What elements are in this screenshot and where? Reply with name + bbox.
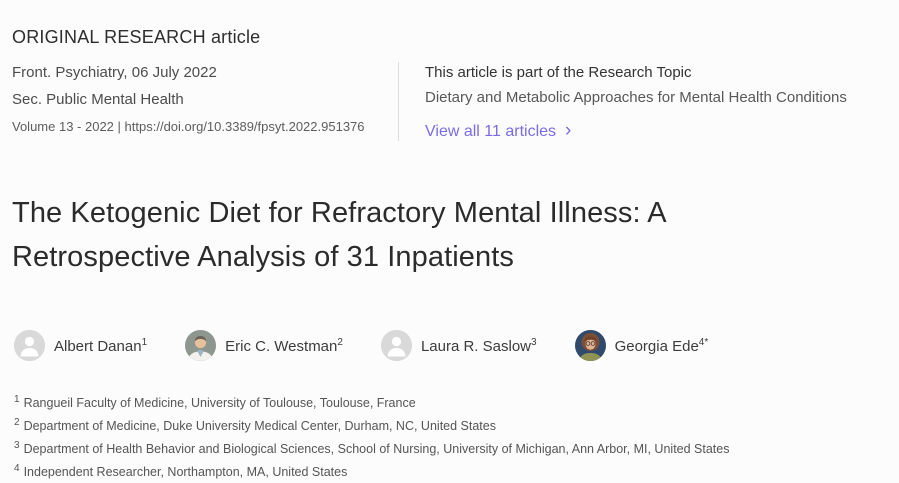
volume-text: Volume 13 - 2022 — [12, 119, 114, 134]
author-affil-sup: 1 — [141, 336, 148, 348]
author-eric-westman[interactable]: Eric C. Westman2 — [185, 330, 343, 361]
affiliation-number: 2 — [14, 417, 20, 429]
view-all-articles-link[interactable]: View all 11 articles › — [425, 120, 572, 141]
affiliation-item: 2 Department of Medicine, Duke University… — [14, 413, 879, 436]
author-laura-saslow[interactable]: Laura R. Saslow3 — [380, 330, 537, 361]
affiliation-text: Independent Researcher, Northampton, MA,… — [23, 465, 348, 480]
author-photo-avatar — [185, 330, 217, 361]
research-topic-intro: This article is part of the Research Top… — [425, 64, 692, 81]
person-icon — [14, 330, 45, 361]
journal-date-line: Front. Psychiatry, 06 July 2022 — [12, 64, 217, 81]
author-affil-sup: 2 — [337, 336, 343, 348]
affiliation-text: Department of Health Behavior and Biolog… — [23, 442, 730, 457]
affiliation-text: Rangueil Faculty of Medicine, University… — [23, 396, 416, 411]
affiliation-text: Department of Medicine, Duke University … — [23, 419, 496, 434]
author-albert-danan[interactable]: Albert Danan1 — [14, 330, 147, 361]
author-name: Georgia Ede4* — [614, 336, 709, 355]
header-meta: Front. Psychiatry, 06 July 2022 Sec. Pub… — [12, 62, 879, 141]
avatar-placeholder-icon — [14, 330, 45, 361]
journal-meta-column: Front. Psychiatry, 06 July 2022 Sec. Pub… — [12, 62, 398, 141]
affiliation-item: 3 Department of Health Behavior and Biolo… — [14, 436, 879, 459]
article-type-label: ORIGINAL RESEARCH article — [12, 27, 261, 47]
author-affil-sup: 4* — [698, 336, 709, 348]
author-photo-avatar — [574, 330, 606, 361]
affiliation-item: 4 Independent Researcher, Northampton, MA… — [14, 459, 879, 482]
research-topic-column: This article is part of the Research Top… — [398, 62, 847, 141]
chevron-right-icon: › — [565, 120, 572, 141]
section-line: Sec. Public Mental Health — [12, 91, 184, 108]
affiliation-number: 4 — [14, 463, 20, 475]
volume-doi-line: Volume 13 - 2022 | https://doi.org/10.33… — [12, 118, 398, 136]
author-name: Laura R. Saslow3 — [420, 336, 537, 355]
authors-row: Albert Danan1 Eric C. Westman2 — [14, 330, 879, 361]
author-name: Albert Danan1 — [54, 336, 148, 355]
doi-link[interactable]: https://doi.org/10.3389/fpsyt.2022.95137… — [124, 119, 365, 134]
affiliations-list: 1 Rangueil Faculty of Medicine, Universit… — [14, 390, 879, 483]
avatar-placeholder-icon — [380, 330, 412, 361]
affiliation-item: 1 Rangueil Faculty of Medicine, Universit… — [14, 390, 879, 413]
research-topic-link[interactable]: Dietary and Metabolic Approaches for Men… — [425, 89, 847, 106]
article-title: The Ketogenic Diet for Refractory Mental… — [12, 197, 666, 273]
portrait-man-icon — [185, 330, 217, 361]
portrait-woman-icon — [574, 330, 606, 361]
separator: | — [117, 119, 121, 134]
person-icon — [380, 330, 412, 361]
view-all-articles-label: View all 11 articles — [425, 123, 557, 140]
affiliation-number: 3 — [14, 440, 20, 452]
author-georgia-ede[interactable]: Georgia Ede4* — [574, 330, 709, 361]
author-name: Eric C. Westman2 — [225, 336, 343, 355]
affiliation-number: 1 — [14, 394, 20, 405]
author-affil-sup: 3 — [531, 336, 537, 348]
